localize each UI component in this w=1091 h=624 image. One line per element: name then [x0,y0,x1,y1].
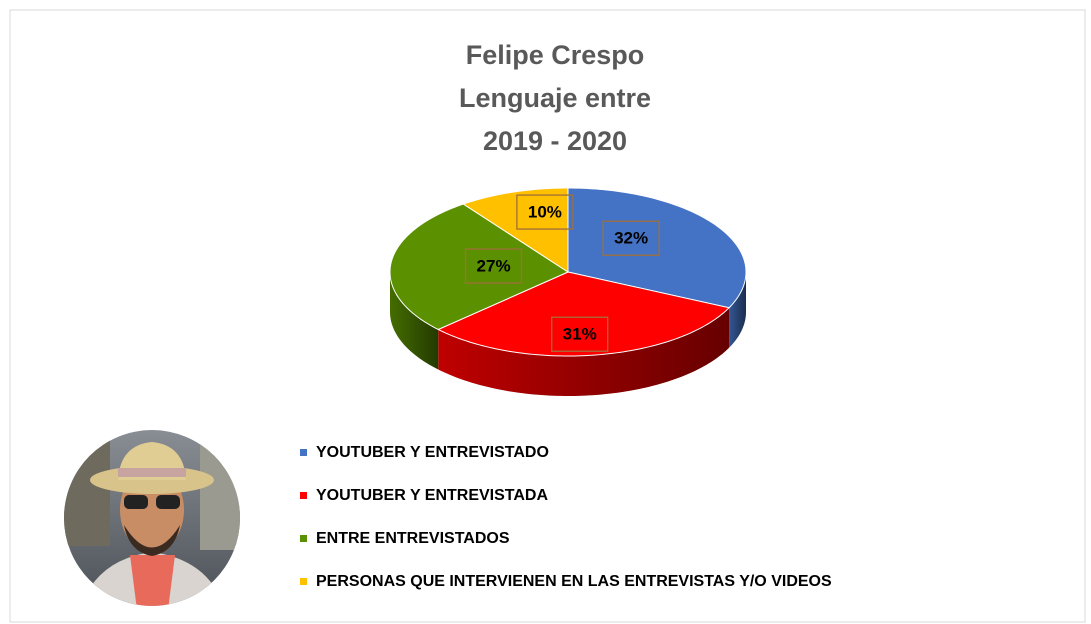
data-label-box [551,316,609,352]
legend-label: YOUTUBER Y ENTREVISTADA [316,487,548,504]
slice [567,187,747,309]
slice-side [438,307,730,396]
data-label-box [602,220,660,256]
data-label-box [464,248,523,284]
slice [389,203,570,331]
slice [437,271,731,357]
slice [462,187,569,273]
data-label: 27% [477,257,511,276]
chart-title: 2019 - 2020 [483,126,627,156]
legend-swatch [300,578,307,585]
data-label: 32% [614,229,648,248]
legend-swatch [300,535,307,542]
data-label: 10% [528,203,562,222]
data-label: 31% [563,325,597,344]
chart-title: Lenguaje entre [459,83,651,113]
legend: YOUTUBER Y ENTREVISTADO YOUTUBER Y ENTREV… [300,444,832,590]
pie: 32% 31% 27% 10% [389,187,747,396]
data-label-box [516,194,574,230]
chart-title: Felipe Crespo [466,40,645,70]
legend-swatch [300,492,307,499]
slice-side [390,272,439,370]
legend-label: YOUTUBER Y ENTREVISTADO [316,444,549,461]
legend-label: PERSONAS QUE INTERVIENEN EN LAS ENTREVIS… [316,573,832,590]
legend-label: ENTRE ENTREVISTADOS [316,530,510,547]
legend-swatch [300,449,307,456]
